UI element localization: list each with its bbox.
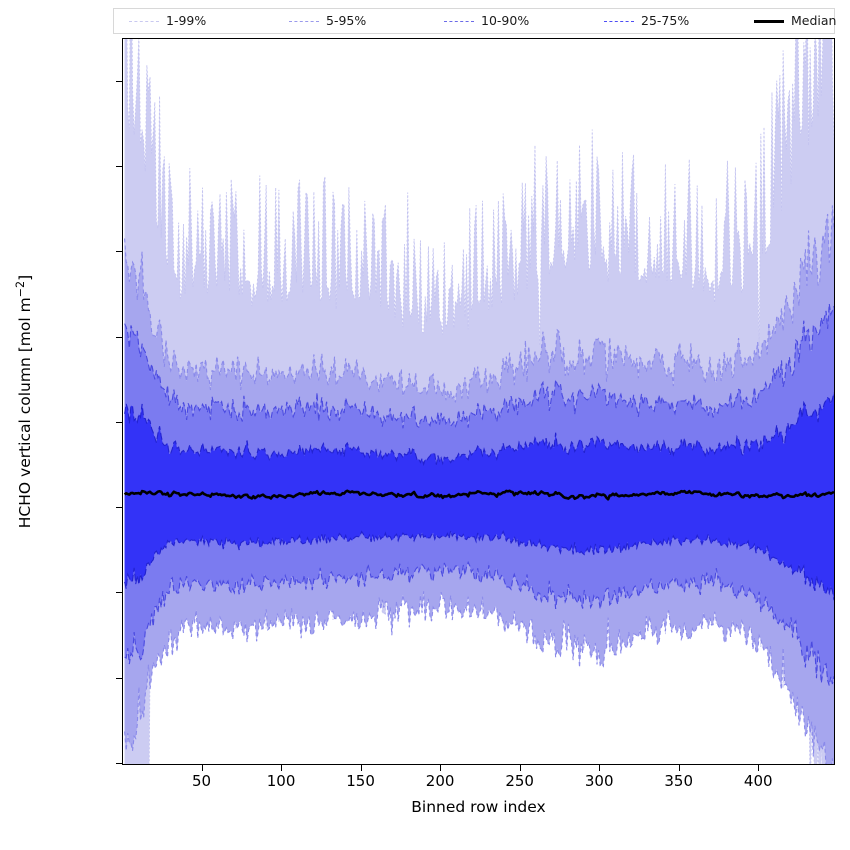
envelope-plot [123, 39, 834, 764]
x-tick-label: 50 [191, 772, 212, 790]
legend-swatch-icon [604, 20, 634, 22]
x-tick-mark [599, 765, 601, 771]
x-tick-mark [519, 765, 521, 771]
y-tick-mark [116, 677, 122, 679]
chart-legend: 1-99% 5-95% 10-90% 25-75% Median [113, 8, 836, 34]
legend-item-1-99: 1-99% [129, 9, 206, 33]
legend-swatch-icon [444, 20, 474, 22]
y-tick-mark [116, 421, 122, 423]
median-line [123, 489, 834, 501]
x-tick-label: 100 [266, 772, 296, 790]
band-edge-5-95-lower [124, 591, 834, 764]
x-tick-mark [440, 765, 442, 771]
y-tick-mark [116, 251, 122, 253]
x-tick-label: 150 [346, 772, 375, 790]
legend-swatch-icon [754, 19, 784, 23]
legend-label: 5-95% [326, 12, 367, 28]
band-edge-10-90-lower [124, 560, 834, 686]
band-edge-1-99-upper [126, 39, 834, 347]
x-tick-label: 350 [664, 772, 694, 790]
y-axis-label: HCHO vertical column [mol m−2] [14, 274, 35, 529]
x-tick-mark [360, 765, 362, 771]
band-edge-25-75-lower [124, 529, 834, 601]
legend-swatch-icon [289, 20, 319, 22]
x-tick-mark [281, 765, 283, 771]
x-tick-mark [201, 765, 203, 771]
x-tick-label: 300 [584, 772, 614, 790]
x-tick-mark [678, 765, 680, 771]
y-tick-mark [116, 165, 122, 167]
band-edge-25-75-upper [124, 392, 834, 467]
x-tick-label: 200 [425, 772, 455, 790]
x-axis-label: Binned row index [411, 798, 546, 816]
y-tick-mark [116, 507, 122, 509]
legend-item-5-95: 5-95% [289, 9, 366, 33]
band-edge-10-90-upper [124, 303, 834, 429]
legend-swatch-icon [129, 20, 159, 22]
x-tick-label: 400 [743, 772, 773, 790]
legend-label: 25-75% [641, 12, 690, 28]
legend-item-10-90: 10-90% [444, 9, 529, 33]
y-tick-mark [116, 592, 122, 594]
x-tick-label: 250 [505, 772, 534, 790]
y-tick-mark [116, 336, 122, 338]
legend-item-median: Median [754, 9, 836, 33]
y-tick-mark [116, 763, 122, 764]
x-tick-mark [758, 765, 760, 771]
legend-item-25-75: 25-75% [604, 9, 689, 33]
y-tick-mark [116, 80, 122, 82]
legend-label: 1-99% [166, 12, 207, 28]
plot-area [122, 38, 835, 765]
legend-label: 10-90% [481, 12, 530, 28]
legend-label: Median [791, 12, 837, 28]
